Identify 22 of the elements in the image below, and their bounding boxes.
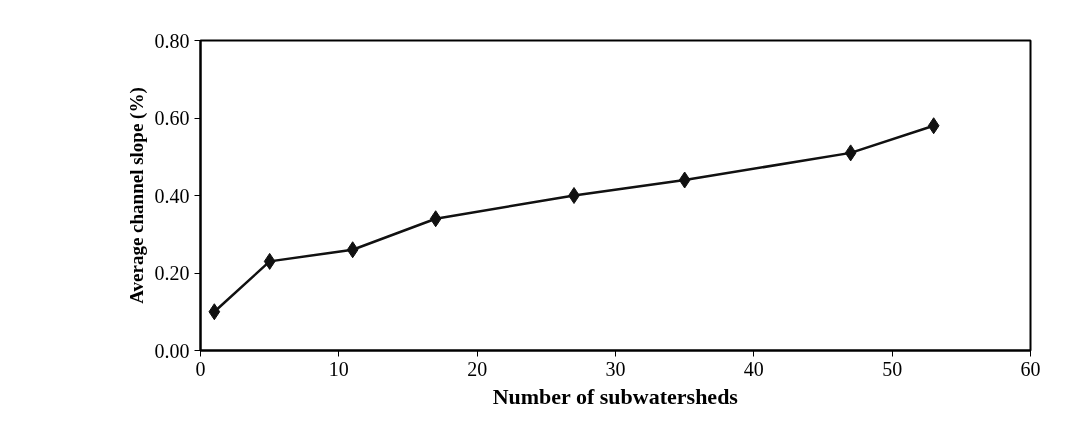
point xyxy=(208,303,221,321)
x-tick-label: 60 xyxy=(1020,357,1041,380)
x-tick-label: 40 xyxy=(743,357,764,380)
point xyxy=(844,144,857,162)
point xyxy=(346,241,359,259)
point xyxy=(263,252,276,270)
x-tick-label: 20 xyxy=(467,357,488,380)
y-tick-label: 0.80 xyxy=(154,29,190,52)
point xyxy=(927,117,940,135)
y-tick-label: 0.60 xyxy=(154,107,190,129)
x-tick-label: 0 xyxy=(195,357,206,380)
point xyxy=(568,187,580,204)
y-axis-title: Average channel slope (%) xyxy=(125,87,148,304)
x-tick-label: 10 xyxy=(328,357,349,380)
x-tick-label: 50 xyxy=(882,357,903,380)
x-tick-label: 30 xyxy=(605,357,626,380)
x-axis-title: Number of subwatersheds xyxy=(492,383,739,409)
point xyxy=(429,210,442,228)
y-tick-label: 0.20 xyxy=(154,262,190,284)
point xyxy=(678,171,691,189)
y-tick-label: 0.40 xyxy=(154,184,190,207)
y-tick-label: 0.00 xyxy=(154,339,190,362)
